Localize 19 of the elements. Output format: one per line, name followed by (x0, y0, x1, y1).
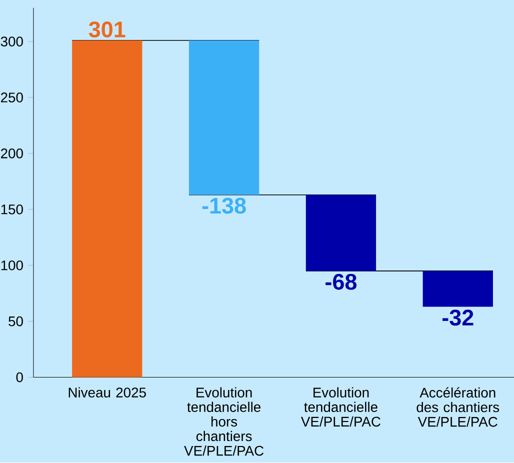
data-label: 301 (88, 22, 126, 38)
x-tick-label: Accélération des chantiers VE/PLE/PAC (416, 387, 500, 427)
x-tick-label: Evolution tendancielle hors chantiers VE/PLE/PAC (184, 387, 264, 456)
y-tick-label: 250 (1, 92, 23, 103)
x-tick-label: Evolution tendancielle VE/PLE/PAC (300, 387, 380, 427)
bar (188, 40, 260, 196)
data-label: -32 (442, 310, 474, 326)
y-tick-label: 0 (16, 372, 23, 382)
y-tick-label: 300 (0, 36, 23, 47)
bar (306, 195, 376, 272)
y-tick-label: 200 (1, 148, 23, 159)
bar (72, 40, 142, 378)
bar (422, 271, 493, 307)
y-tick-label: 150 (1, 204, 23, 214)
data-label: -68 (326, 274, 357, 290)
y-tick-label: 100 (1, 260, 23, 270)
y-tick-label: 50 (8, 316, 23, 326)
data-label: -138 (202, 198, 246, 214)
x-tick-label: Niveau 2025 (68, 387, 146, 398)
